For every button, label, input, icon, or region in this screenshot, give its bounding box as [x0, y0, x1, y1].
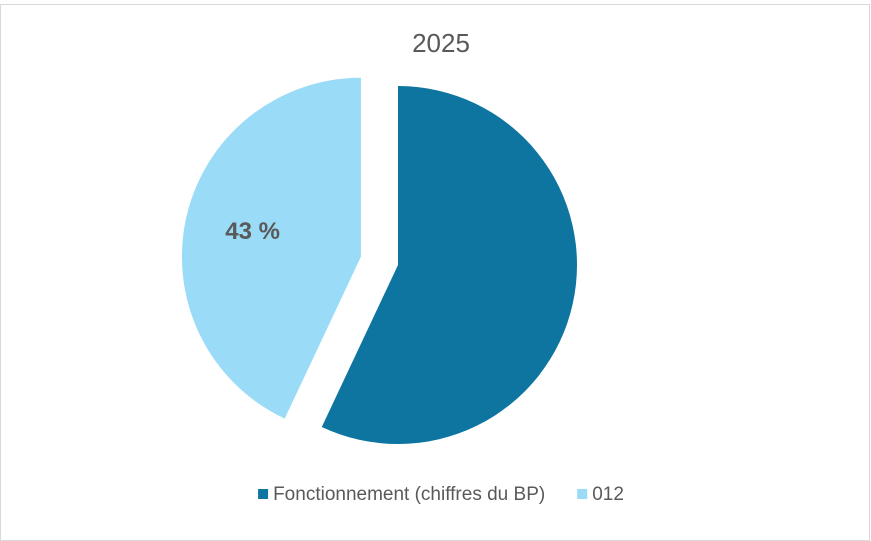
- legend-label: Fonctionnement (chiffres du BP): [273, 484, 545, 505]
- legend-swatch: [258, 489, 269, 499]
- pie-slice: [321, 86, 577, 444]
- legend-swatch: [577, 489, 588, 499]
- legend-label: 012: [592, 484, 624, 505]
- data-label: 43 %: [225, 218, 280, 245]
- chart-title: 2025: [412, 28, 470, 58]
- pie-slice: [181, 77, 361, 419]
